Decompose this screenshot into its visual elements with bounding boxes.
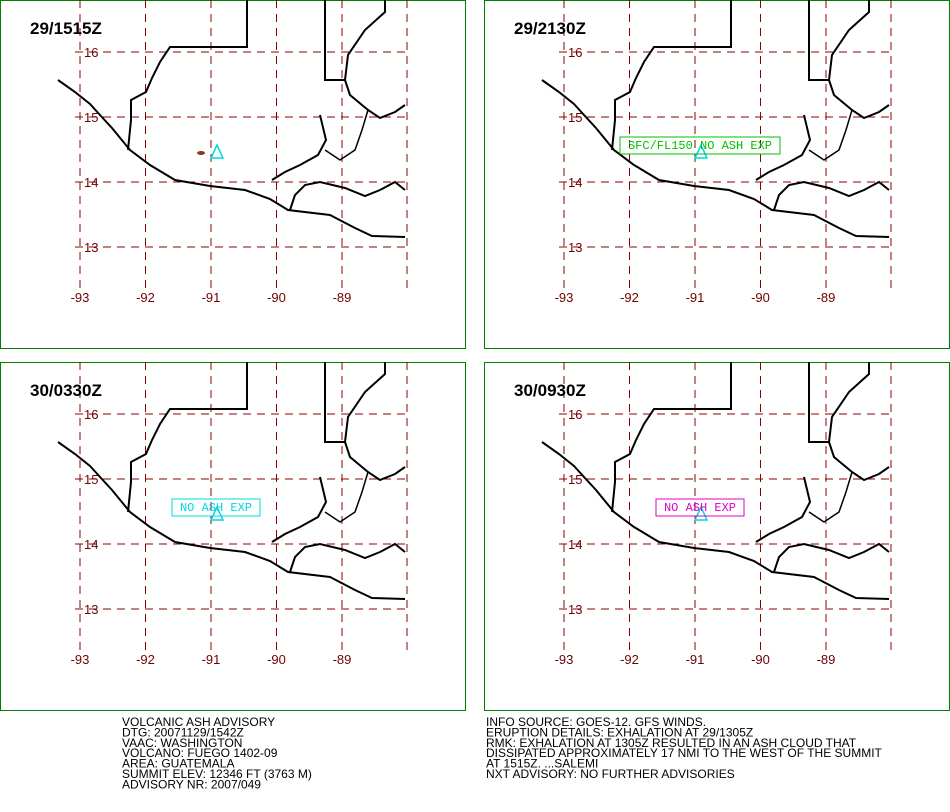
advisory-line: VOLCANO: FUEGO 1402-09 (122, 746, 278, 760)
volcano (693, 505, 709, 521)
panel-time: 30/0330Z (30, 381, 102, 400)
panel-frame (0, 362, 466, 711)
ash-label-box (655, 498, 745, 517)
lon-label: -92 (620, 290, 639, 305)
lon-label: -90 (267, 290, 286, 305)
lat-label: 13 (84, 240, 98, 255)
basemap (57, 361, 406, 600)
lon-label: -93 (71, 652, 90, 667)
advisory-line: SUMMIT ELEV: 12346 FT (3763 M) (122, 767, 312, 781)
lat-label: 13 (568, 602, 582, 617)
volcano (209, 143, 225, 159)
advisory-line: INFO SOURCE: GOES-12. GFS WINDS. (486, 715, 706, 729)
volcano (209, 505, 225, 521)
lon-label: -90 (751, 290, 770, 305)
lon-label: -92 (136, 652, 155, 667)
panel-time: 29/1515Z (30, 19, 102, 38)
lon-label: -90 (267, 652, 286, 667)
lon-label: -93 (555, 652, 574, 667)
advisory-line: NXT ADVISORY: NO FURTHER ADVISORIES (486, 767, 735, 781)
basemap (57, 0, 406, 238)
advisory-line: ERUPTION DETAILS: EXHALATION AT 29/1305Z (486, 725, 753, 739)
ash-label: NO ASH EXP (664, 501, 736, 515)
lon-label: -93 (71, 290, 90, 305)
advisory-line: RMK: EXHALATION AT 1305Z RESULTED IN AN … (486, 736, 857, 750)
lat-label: 14 (84, 175, 98, 190)
lat-label: 15 (84, 472, 98, 487)
lat-label: 14 (568, 175, 582, 190)
lon-label: -91 (686, 290, 705, 305)
ash-label-box (171, 498, 261, 517)
lon-label: -90 (751, 652, 770, 667)
map-panel: -93 -92 -91 -90 -89 16 15 14 13 30/0930Z NO ASH EX… (484, 361, 950, 711)
lat-label: 15 (568, 110, 582, 125)
map-panel: -93 -92 -91 -90 -89 16 15 14 13 29/1515Z (0, 0, 466, 349)
lon-label: -91 (202, 290, 221, 305)
lon-label: -92 (620, 652, 639, 667)
ash-label: NO ASH EXP (180, 501, 252, 515)
advisory-line: AT 1515Z. ...SALEMI (486, 757, 598, 771)
ash-cloud (197, 151, 205, 155)
panel-time: 29/2130Z (514, 19, 586, 38)
advisory-line: ADVISORY NR: 2007/049 (122, 777, 261, 791)
panel-time: 30/0930Z (514, 381, 586, 400)
volcano (693, 143, 709, 159)
panel-frame (0, 0, 466, 349)
basemap (541, 0, 890, 238)
lon-label: -92 (136, 290, 155, 305)
lon-label: -89 (333, 652, 352, 667)
lat-label: 16 (84, 45, 98, 60)
lon-label: -89 (817, 652, 836, 667)
lat-label: 13 (568, 240, 582, 255)
lat-label: 14 (568, 537, 582, 552)
lat-label: 15 (84, 110, 98, 125)
lat-label: 16 (568, 407, 582, 422)
advisory-line: DTG: 20071129/1542Z (122, 725, 244, 739)
ash-label-box (619, 136, 781, 155)
lat-label: 16 (84, 407, 98, 422)
map-panel: -93 -92 -91 -90 -89 16 15 14 13 30/0330Z NO ASH EX… (0, 361, 466, 711)
advisory-line: VOLCANIC ASH ADVISORY (122, 715, 275, 729)
lat-label: 13 (84, 602, 98, 617)
lon-label: -89 (333, 290, 352, 305)
lat-label: 16 (568, 45, 582, 60)
lon-label: -91 (202, 652, 221, 667)
advisory-line: VAAC: WASHINGTON (122, 736, 242, 750)
advisory-line: AREA: GUATEMALA (122, 757, 234, 771)
lat-label: 14 (84, 537, 98, 552)
lat-label: 15 (568, 472, 582, 487)
map-panel: -93 -92 -91 -90 -89 16 15 14 13 29/2130Z SFC/FL150… (484, 0, 950, 349)
lon-label: -91 (686, 652, 705, 667)
ash-label: SFC/FL150 NO ASH EXP (628, 139, 772, 153)
advisory-line: DISSIPATED APPROXIMATELY 17 NMI TO THE W… (486, 746, 883, 760)
lon-label: -89 (817, 290, 836, 305)
basemap (541, 361, 890, 600)
lon-label: -93 (555, 290, 574, 305)
